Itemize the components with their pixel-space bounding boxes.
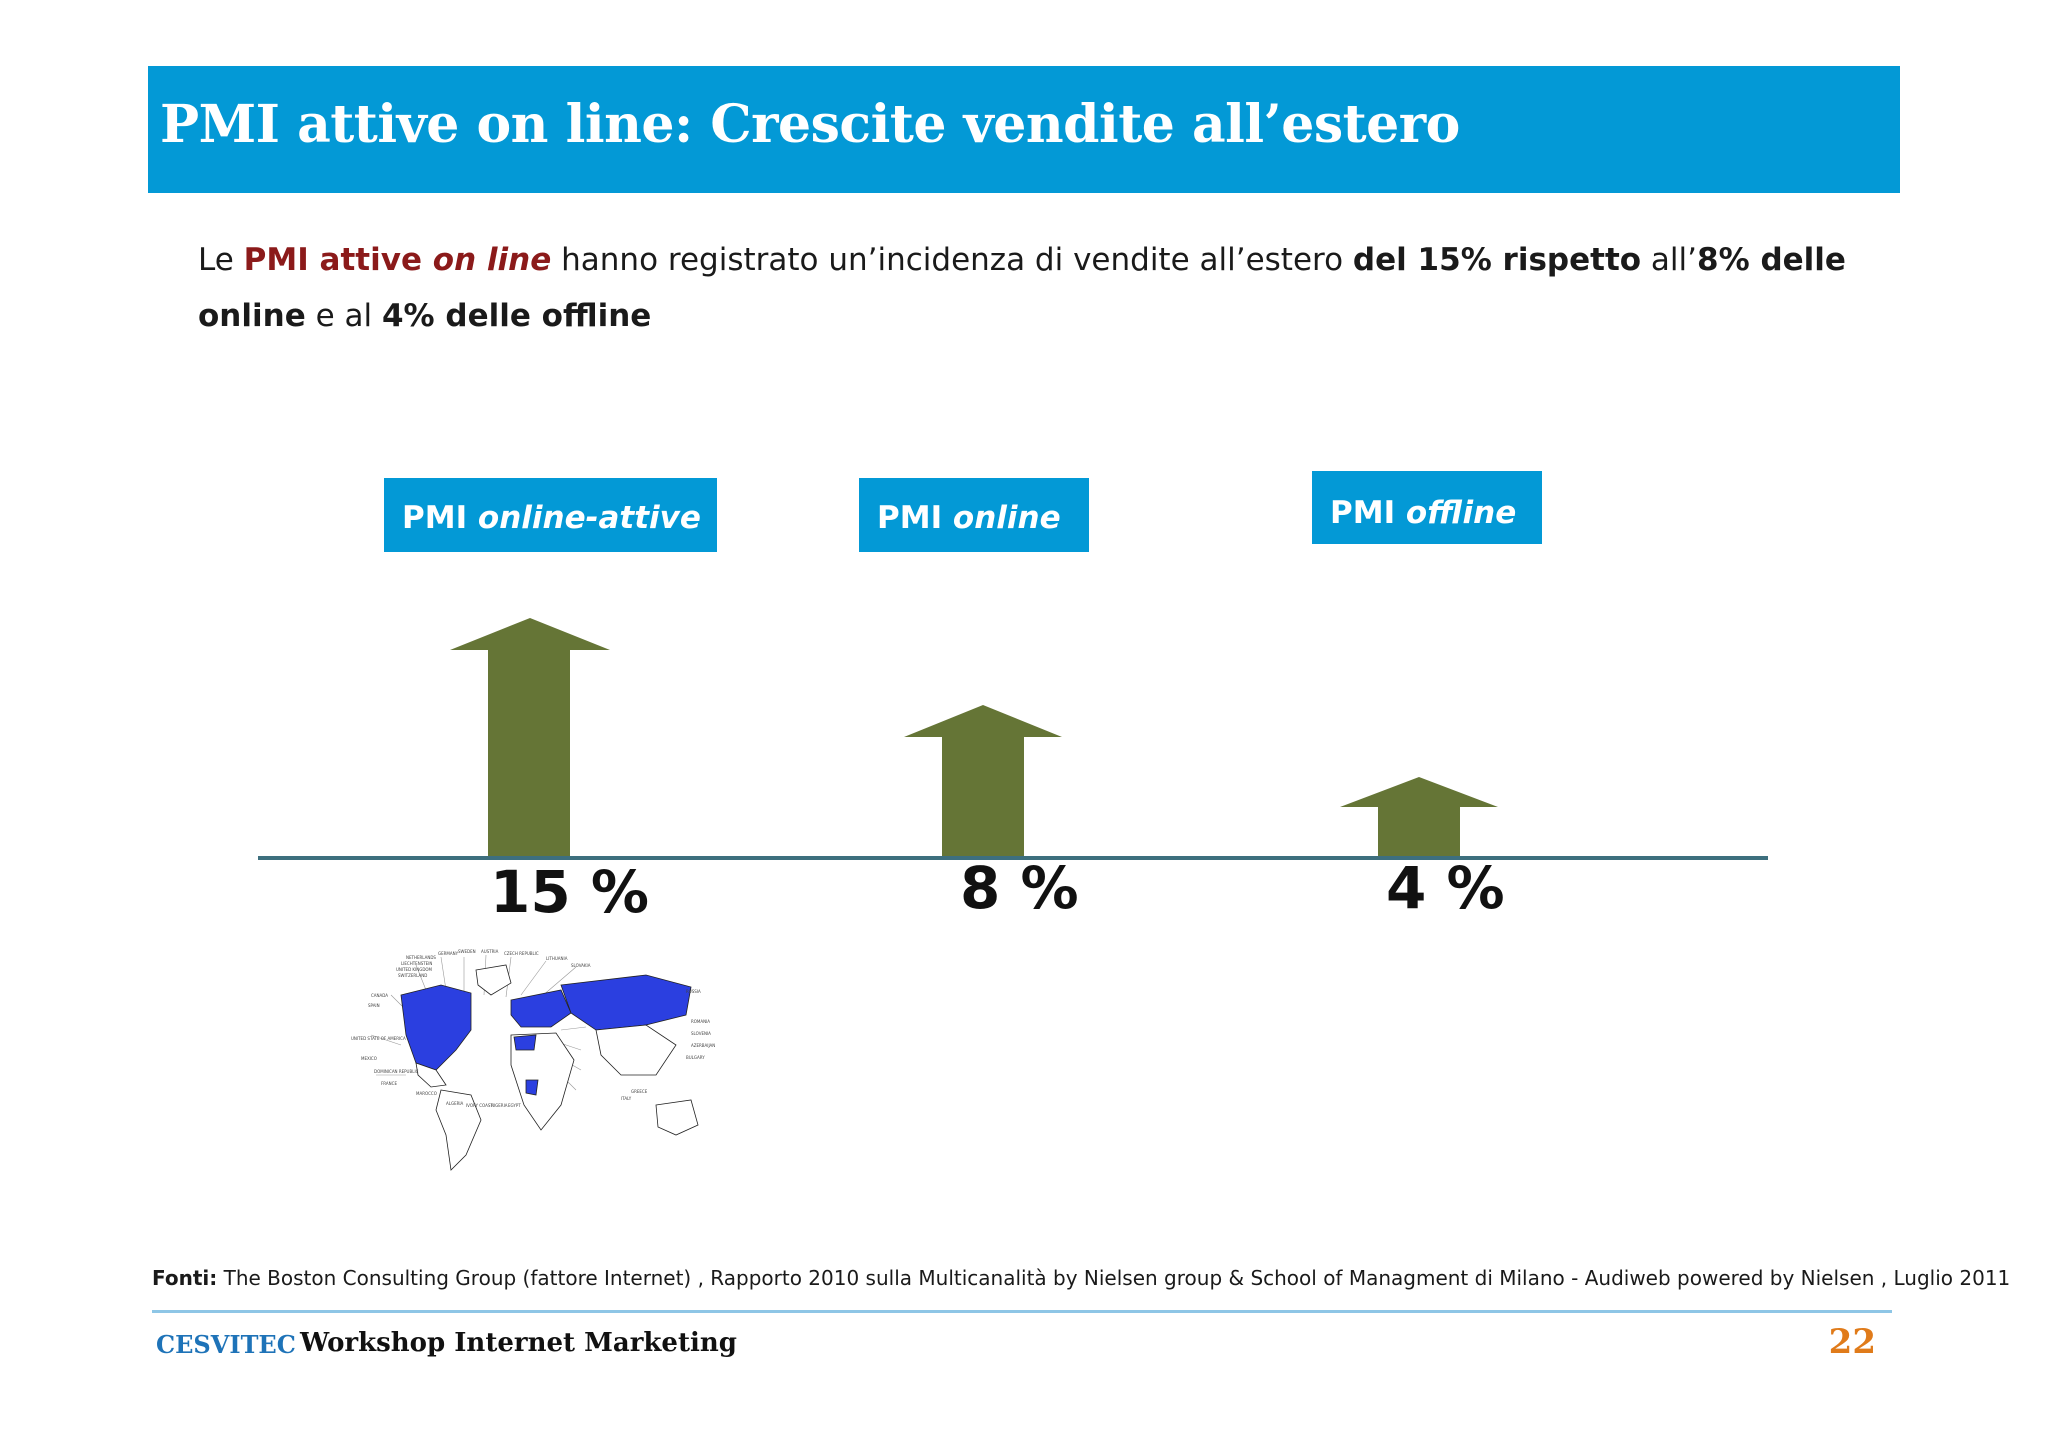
map-country-label: RUSSIA xyxy=(686,989,701,994)
sources-label: Fonti: xyxy=(152,1266,218,1290)
map-country-label: SLOVAKIA xyxy=(571,963,591,968)
intro-text: e al xyxy=(305,298,382,334)
label-pmi-online-attive: PMI online-attive xyxy=(384,478,717,552)
map-country-label: LIECHTENSTEIN xyxy=(401,961,432,966)
map-country-label: CANADA xyxy=(371,993,388,998)
percent-online-attive: 15 % xyxy=(490,858,650,926)
map-country-label: MAROCCO xyxy=(416,1091,437,1096)
percent-online: 8 % xyxy=(960,854,1079,922)
footer-workshop-title: Workshop Internet Marketing xyxy=(300,1328,737,1358)
intro-bold: 8% delle online xyxy=(198,242,1846,334)
map-country-label: NIGERIA xyxy=(491,1103,508,1108)
sources-text: The Boston Consulting Group (fattore Int… xyxy=(217,1266,2011,1290)
map-country-label: AUSTRIA xyxy=(481,949,499,954)
intro-paragraph: Le PMI attive on line hanno registrato u… xyxy=(198,232,1888,344)
map-country-label: DOMINICAN REPUBLIC xyxy=(374,1069,419,1074)
map-country-label: ROMANIA xyxy=(691,1019,710,1024)
footer-divider xyxy=(152,1310,1892,1313)
map-country-label: SWITZERLAND xyxy=(398,973,427,978)
sources-note: Fonti: The Boston Consulting Group (fatt… xyxy=(152,1266,2010,1290)
map-country-label: UNITED KINGDOM xyxy=(396,967,433,972)
world-map-image: NETHERLANDS GERMANY SWEDEN AUSTRIA CZECH… xyxy=(351,949,715,1171)
world-map: NETHERLANDS GERMANY SWEDEN AUSTRIA CZECH… xyxy=(346,935,726,1185)
map-country-label: ITALY xyxy=(621,1096,632,1101)
map-country-label: BULGARY xyxy=(686,1055,705,1060)
page-number: 22 xyxy=(1828,1322,1876,1362)
intro-bold: del 15% rispetto xyxy=(1352,242,1642,278)
intro-text: Le xyxy=(198,242,244,278)
map-country-label: SPAIN xyxy=(368,1003,380,1008)
map-country-label: NETHERLANDS xyxy=(406,955,436,960)
percent-offline: 4 % xyxy=(1386,854,1505,922)
map-country-label: CZECH REPUBLIC xyxy=(504,951,539,956)
map-country-label: EGYPT xyxy=(508,1103,521,1108)
map-country-label: LITHUANIA xyxy=(546,956,568,961)
map-country-label: IVORY COAST xyxy=(466,1103,493,1108)
label-pmi-offline: PMI offline xyxy=(1312,471,1542,544)
map-country-label: SLOVENIA xyxy=(691,1031,711,1036)
map-country-label: GERMANY xyxy=(438,951,459,956)
intro-emphasis: PMI attive on line xyxy=(243,242,552,278)
arrow-up-icon xyxy=(450,618,610,858)
map-country-label: ALGERIA xyxy=(446,1101,464,1106)
page-title: PMI attive on line: Crescite vendite all… xyxy=(160,94,1460,155)
arrow-up-icon xyxy=(1340,777,1498,858)
intro-bold: 4% delle offline xyxy=(381,298,652,334)
intro-text: hanno registrato un’incidenza di vendite… xyxy=(551,242,1353,278)
baseline xyxy=(258,856,1768,860)
map-country-label: AZERBAIJAN xyxy=(691,1043,715,1048)
cesvitec-logo: CESVITEC xyxy=(156,1330,296,1359)
title-bar: PMI attive on line: Crescite vendite all… xyxy=(148,66,1900,193)
label-pmi-online: PMI online xyxy=(859,478,1089,552)
intro-text: all’ xyxy=(1641,242,1698,278)
map-country-label: FRANCE xyxy=(381,1081,397,1086)
map-country-label: GREECE xyxy=(631,1089,648,1094)
arrow-up-icon xyxy=(904,705,1062,858)
map-country-label: UNITED STATE OF AMERICA xyxy=(351,1036,406,1041)
map-country-label: SWEDEN xyxy=(458,949,476,954)
map-country-label: MEXICO xyxy=(361,1056,377,1061)
